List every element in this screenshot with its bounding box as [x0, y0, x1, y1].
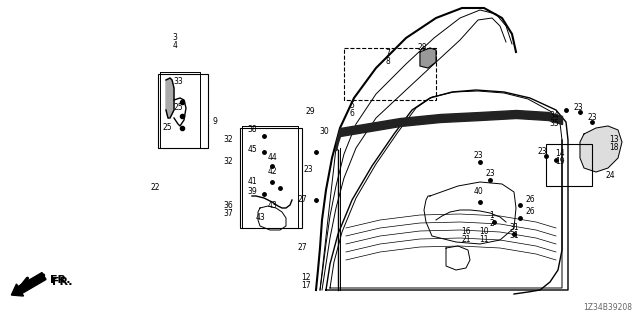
- Text: FR.: FR.: [50, 275, 70, 285]
- Text: 23: 23: [587, 114, 597, 123]
- Text: 38: 38: [247, 125, 257, 134]
- Text: 14: 14: [555, 149, 565, 158]
- Text: 25: 25: [173, 103, 183, 113]
- Text: 11: 11: [479, 236, 489, 244]
- Text: 1: 1: [490, 212, 494, 220]
- Text: 36: 36: [223, 202, 233, 211]
- Text: 23: 23: [303, 165, 313, 174]
- Text: 39: 39: [247, 188, 257, 196]
- Text: 22: 22: [150, 183, 160, 193]
- Text: 29: 29: [305, 108, 315, 116]
- Text: 35: 35: [549, 119, 559, 129]
- Text: 1Z34B39208: 1Z34B39208: [583, 303, 632, 312]
- Text: 27: 27: [297, 244, 307, 252]
- Text: 8: 8: [386, 58, 390, 67]
- Text: 4: 4: [173, 42, 177, 51]
- Text: 23: 23: [537, 148, 547, 156]
- Text: 18: 18: [609, 143, 619, 153]
- Text: 7: 7: [385, 50, 390, 59]
- Text: 30: 30: [319, 127, 329, 137]
- FancyArrow shape: [12, 273, 46, 296]
- Text: 23: 23: [473, 151, 483, 161]
- Text: 32: 32: [223, 135, 233, 145]
- Text: 43: 43: [267, 201, 277, 210]
- Bar: [546, 144, 592, 186]
- Polygon shape: [580, 126, 622, 172]
- Polygon shape: [420, 48, 436, 68]
- Text: 31: 31: [509, 223, 519, 233]
- Text: 28: 28: [417, 44, 427, 52]
- Text: 25: 25: [162, 124, 172, 132]
- Text: FR.: FR.: [52, 277, 72, 287]
- Text: 45: 45: [247, 146, 257, 155]
- Polygon shape: [166, 78, 174, 118]
- Text: 40: 40: [473, 188, 483, 196]
- Bar: [158, 74, 208, 148]
- Text: 16: 16: [461, 228, 471, 236]
- Text: 3: 3: [173, 34, 177, 43]
- Text: 21: 21: [461, 236, 471, 244]
- Text: 26: 26: [525, 196, 535, 204]
- Text: 10: 10: [479, 228, 489, 236]
- Text: 27: 27: [297, 196, 307, 204]
- Text: 44: 44: [267, 154, 277, 163]
- Text: 24: 24: [605, 171, 615, 180]
- Bar: [240, 128, 302, 228]
- Text: 32: 32: [223, 157, 233, 166]
- Text: 42: 42: [267, 167, 277, 177]
- Text: 26: 26: [525, 207, 535, 217]
- Text: 19: 19: [555, 157, 565, 166]
- Text: 13: 13: [609, 135, 619, 145]
- Text: 31: 31: [509, 231, 519, 241]
- Text: 9: 9: [212, 117, 218, 126]
- Text: 33: 33: [173, 77, 183, 86]
- Text: 17: 17: [301, 282, 311, 291]
- Text: 12: 12: [301, 274, 311, 283]
- Text: 6: 6: [349, 109, 355, 118]
- Text: 43: 43: [255, 213, 265, 222]
- Text: 41: 41: [247, 178, 257, 187]
- Text: 2: 2: [490, 220, 494, 228]
- Text: 23: 23: [485, 170, 495, 179]
- Bar: [344, 48, 436, 100]
- Text: 5: 5: [349, 101, 355, 110]
- Text: 37: 37: [223, 210, 233, 219]
- Text: 34: 34: [549, 111, 559, 121]
- Text: 23: 23: [573, 103, 583, 113]
